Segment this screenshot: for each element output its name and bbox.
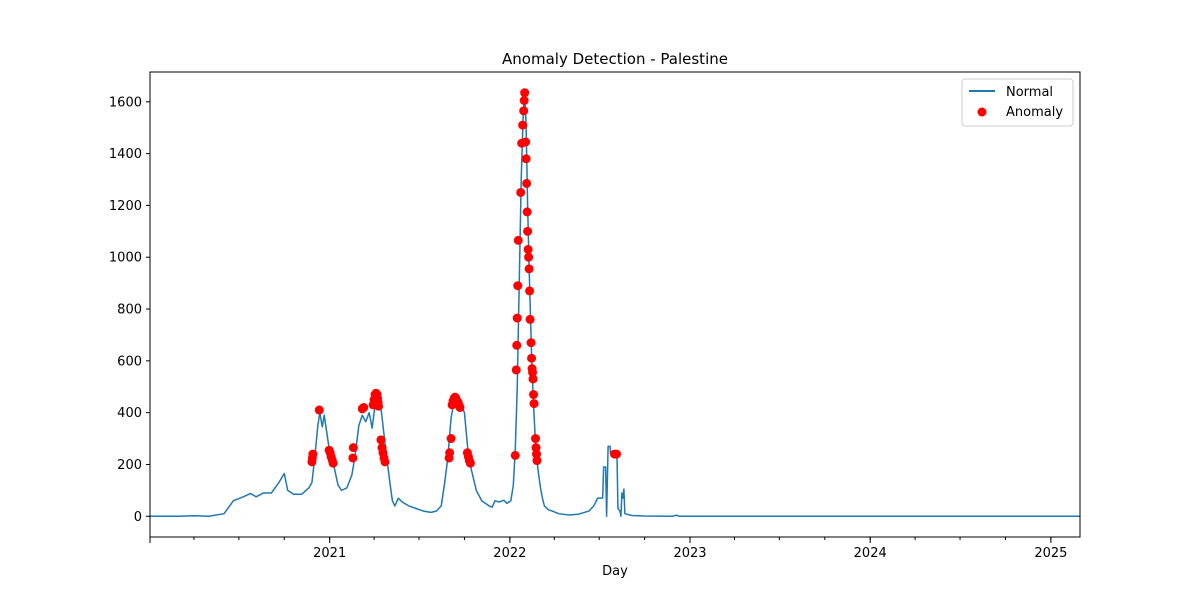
- anomaly-point: [531, 434, 541, 444]
- y-tick-label: 200: [117, 458, 142, 473]
- anomaly-point: [376, 435, 386, 445]
- anomaly-point: [308, 449, 318, 459]
- anomaly-point: [529, 390, 539, 400]
- anomaly-point: [519, 106, 529, 116]
- anomaly-point: [516, 187, 526, 197]
- y-tick-label: 1000: [109, 251, 142, 266]
- normal-series-line: [150, 90, 1080, 518]
- anomaly-point: [512, 340, 522, 350]
- anomaly-point: [328, 458, 338, 468]
- y-tick-label: 400: [117, 406, 142, 421]
- anomaly-point: [528, 368, 538, 377]
- anomaly-point: [521, 154, 531, 164]
- x-tick-label: 2021: [313, 546, 346, 561]
- anomaly-point: [527, 353, 537, 363]
- anomaly-point: [348, 443, 358, 453]
- anomaly-point: [519, 96, 529, 105]
- anomaly-point: [522, 207, 532, 217]
- x-axis-label: Day: [602, 564, 628, 579]
- legend: Normal Anomaly: [961, 78, 1074, 127]
- legend-anomaly-swatch: [977, 107, 987, 117]
- anomaly-point: [513, 281, 523, 291]
- plot-area: [150, 88, 1080, 518]
- anomaly-point: [511, 365, 521, 375]
- anomaly-point: [359, 402, 369, 412]
- anomaly-point: [524, 264, 534, 274]
- anomaly-point: [528, 374, 538, 384]
- anomaly-point: [521, 137, 531, 147]
- anomaly-point: [455, 402, 465, 412]
- anomaly-point: [522, 178, 532, 188]
- anomaly-point: [513, 235, 523, 245]
- anomaly-point: [526, 338, 536, 348]
- anomaly-point: [445, 448, 455, 458]
- anomaly-point: [446, 434, 456, 444]
- anomaly-point: [510, 450, 520, 460]
- anomaly-point: [529, 399, 539, 409]
- anomaly-point: [525, 314, 535, 324]
- y-tick-label: 800: [117, 303, 142, 318]
- x-axis: 2021 2022 2023 2024 2025: [149, 537, 1067, 561]
- anomaly-point: [520, 88, 530, 98]
- y-tick-label: 0: [134, 510, 142, 525]
- x-tick-label: 2023: [673, 546, 706, 561]
- anomaly-point: [518, 120, 528, 130]
- legend-anomaly-label: Anomaly: [1006, 105, 1063, 120]
- anomaly-point: [314, 405, 324, 415]
- anomaly-point: [523, 226, 533, 236]
- anomaly-point: [524, 252, 534, 262]
- y-tick-label: 600: [117, 354, 142, 369]
- anomaly-point: [532, 456, 542, 466]
- anomaly-point: [532, 449, 542, 459]
- x-tick-label: 2024: [854, 546, 887, 561]
- anomaly-point: [523, 244, 533, 254]
- y-axis: 0 200 400 600 800 1000 1200 1400 1600: [109, 95, 150, 525]
- anomaly-point: [380, 457, 390, 467]
- anomaly-point: [531, 443, 541, 453]
- plot-frame: [149, 71, 1081, 538]
- anomaly-point: [525, 286, 535, 296]
- x-tick-label: 2025: [1034, 546, 1067, 561]
- anomaly-point: [465, 458, 475, 468]
- y-tick-label: 1400: [109, 147, 142, 162]
- legend-normal-label: Normal: [1006, 85, 1053, 100]
- anomaly-point: [611, 449, 621, 459]
- chart-title: Anomaly Detection - Palestine: [502, 50, 728, 68]
- y-tick-label: 1600: [109, 95, 142, 110]
- x-tick-label: 2022: [493, 546, 526, 561]
- anomaly-point: [348, 453, 358, 463]
- anomaly-point: [512, 313, 522, 323]
- anomaly-point: [374, 401, 384, 411]
- y-tick-label: 1200: [109, 199, 142, 214]
